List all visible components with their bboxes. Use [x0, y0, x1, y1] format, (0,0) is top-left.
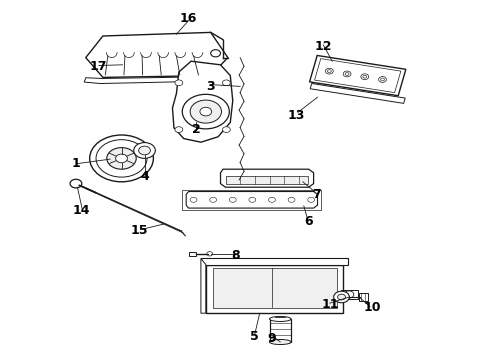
Text: 2: 2 — [192, 123, 200, 136]
Polygon shape — [206, 265, 343, 313]
Polygon shape — [213, 268, 337, 308]
Polygon shape — [220, 169, 314, 187]
Polygon shape — [359, 293, 368, 301]
Circle shape — [175, 80, 183, 86]
Text: 13: 13 — [288, 109, 305, 122]
Circle shape — [361, 74, 368, 80]
Text: 17: 17 — [89, 60, 107, 73]
Text: 5: 5 — [250, 330, 259, 343]
Circle shape — [288, 197, 295, 202]
Text: 11: 11 — [322, 298, 340, 311]
Text: 15: 15 — [131, 224, 148, 237]
Ellipse shape — [270, 339, 291, 345]
Circle shape — [249, 197, 256, 202]
Circle shape — [190, 100, 221, 123]
Circle shape — [363, 75, 367, 78]
Circle shape — [211, 50, 220, 57]
Circle shape — [379, 77, 387, 82]
Circle shape — [338, 294, 345, 300]
Circle shape — [222, 80, 230, 86]
Polygon shape — [172, 61, 233, 142]
Text: 14: 14 — [72, 204, 90, 217]
Circle shape — [327, 70, 331, 73]
Polygon shape — [226, 176, 308, 184]
Text: 16: 16 — [180, 12, 197, 24]
Polygon shape — [270, 319, 291, 342]
Circle shape — [334, 291, 349, 303]
Polygon shape — [201, 258, 348, 265]
Polygon shape — [189, 252, 196, 256]
Text: 8: 8 — [231, 249, 240, 262]
Text: 12: 12 — [315, 40, 332, 53]
Circle shape — [325, 68, 333, 74]
Text: 4: 4 — [140, 170, 149, 183]
Circle shape — [207, 252, 213, 256]
Circle shape — [70, 179, 82, 188]
Text: 3: 3 — [206, 80, 215, 93]
Circle shape — [96, 140, 147, 177]
Circle shape — [344, 291, 354, 298]
Circle shape — [200, 107, 212, 116]
Polygon shape — [310, 55, 406, 96]
Text: 9: 9 — [268, 332, 276, 345]
Circle shape — [139, 146, 150, 155]
Circle shape — [381, 78, 385, 81]
Circle shape — [116, 154, 127, 163]
Text: 1: 1 — [72, 157, 80, 170]
Circle shape — [175, 127, 183, 132]
Circle shape — [190, 197, 197, 202]
Circle shape — [308, 197, 315, 202]
Polygon shape — [84, 77, 216, 84]
Circle shape — [222, 127, 230, 132]
Text: 7: 7 — [312, 188, 320, 201]
Circle shape — [90, 135, 153, 182]
Circle shape — [182, 94, 229, 129]
Polygon shape — [201, 258, 206, 313]
Circle shape — [134, 143, 155, 158]
Circle shape — [229, 197, 236, 202]
Circle shape — [345, 72, 349, 75]
Polygon shape — [310, 84, 405, 103]
Text: 6: 6 — [304, 215, 313, 228]
Circle shape — [107, 148, 136, 169]
Polygon shape — [86, 32, 228, 77]
Circle shape — [210, 197, 217, 202]
Circle shape — [269, 197, 275, 202]
Ellipse shape — [270, 316, 291, 321]
Polygon shape — [341, 290, 358, 299]
Text: 10: 10 — [364, 301, 381, 314]
Circle shape — [343, 71, 351, 77]
